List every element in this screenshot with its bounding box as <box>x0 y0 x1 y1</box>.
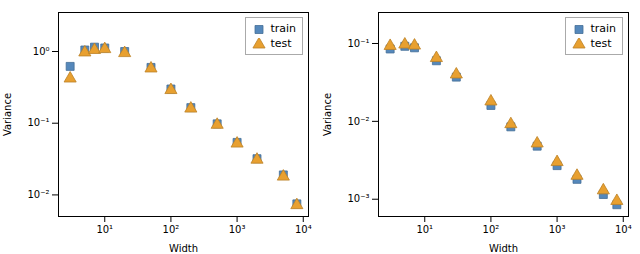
svg-text:10³: 10³ <box>549 224 566 235</box>
svg-text:10⁴: 10⁴ <box>295 224 312 235</box>
svg-text:10⁻²: 10⁻² <box>27 189 49 200</box>
html-text:test: test <box>590 37 612 50</box>
svg-text:Variance: Variance <box>2 93 13 136</box>
svg-text:10¹: 10¹ <box>96 224 113 235</box>
svg-text:10⁴: 10⁴ <box>615 224 632 235</box>
svg-text:10²: 10² <box>483 224 500 235</box>
svg-text:10¹: 10¹ <box>416 224 433 235</box>
svg-text:Variance: Variance <box>322 93 333 136</box>
svg-text:10⁻¹: 10⁻¹ <box>27 117 49 128</box>
svg-text:Width: Width <box>169 243 198 254</box>
svg-text:10⁻³: 10⁻³ <box>347 193 369 204</box>
svg-text:10³: 10³ <box>229 224 246 235</box>
html-text:train: train <box>590 22 616 35</box>
svg-text:10⁻²: 10⁻² <box>347 116 369 127</box>
html-text:train: train <box>270 22 296 35</box>
svg-text:10⁻¹: 10⁻¹ <box>347 38 369 49</box>
svg-text:10²: 10² <box>163 224 180 235</box>
svg-text:Width: Width <box>489 243 518 254</box>
html-text:test: test <box>270 37 292 50</box>
svg-text:10⁰: 10⁰ <box>33 46 50 57</box>
